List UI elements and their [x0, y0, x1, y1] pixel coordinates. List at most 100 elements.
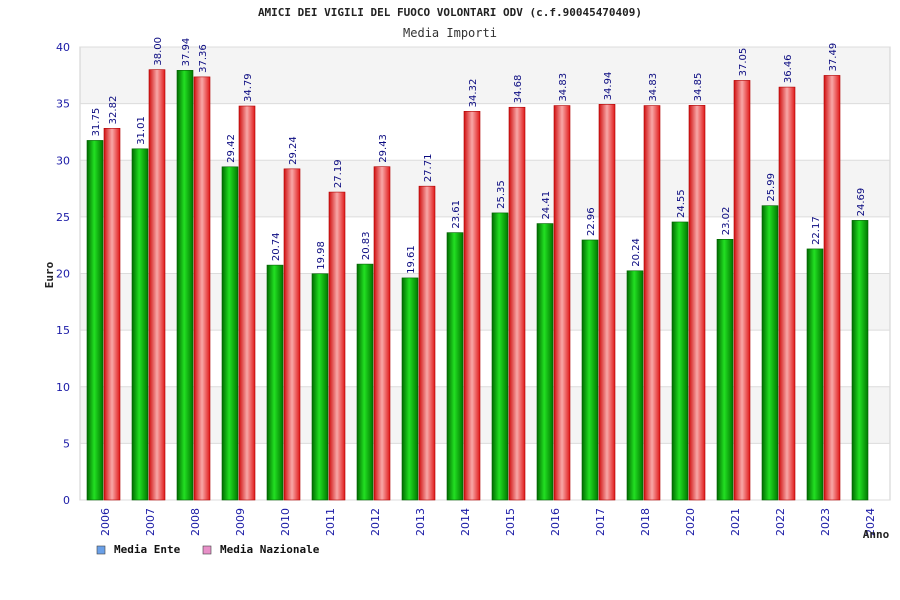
data-label-2012-1: 29.43	[378, 134, 389, 163]
bar-media-nazionale-2016	[553, 105, 571, 501]
data-label-2014-1: 34.32	[468, 79, 479, 108]
y-tick-label: 25	[56, 211, 70, 224]
bar-media-ente-2023	[806, 248, 824, 501]
data-label-2011-0: 19.98	[316, 241, 327, 270]
bar-media-nazionale-2008	[193, 76, 211, 501]
bar-media-nazionale-2011	[328, 191, 346, 501]
data-label-2007-0: 31.01	[136, 116, 147, 145]
x-tick-labels: 2006 2007 2008 2009 2010 2011 2012 2013 2014 2015…	[99, 508, 877, 536]
data-label-2008-0: 37.94	[181, 38, 192, 67]
bar-media-nazionale-2022	[778, 86, 796, 501]
data-label-2008-1: 37.36	[198, 44, 209, 73]
legend-swatch-media-nazionale	[202, 545, 212, 555]
data-label-2013-0: 19.61	[406, 245, 417, 274]
x-tick-label-2022: 2022	[774, 508, 787, 536]
plot-band	[80, 273, 890, 331]
bar-media-nazionale-2015	[508, 106, 526, 501]
y-tick-label: 0	[63, 494, 70, 507]
y-tick-label: 10	[56, 381, 70, 394]
bar-media-nazionale-2013	[418, 185, 436, 501]
data-label-2018-0: 20.24	[631, 238, 642, 267]
bar-media-nazionale-2023	[823, 75, 841, 501]
data-label-2006-0: 31.75	[91, 108, 102, 137]
bar-media-nazionale-2014	[463, 111, 481, 501]
data-label-2024-0: 24.69	[856, 188, 867, 217]
data-label-2017-0: 22.96	[586, 207, 597, 236]
y-tick-label: 15	[56, 324, 70, 337]
data-label-2022-0: 25.99	[766, 173, 777, 202]
x-tick-label-2014: 2014	[459, 508, 472, 536]
x-tick-label-2015: 2015	[504, 508, 517, 536]
x-tick-label-2008: 2008	[189, 508, 202, 536]
bar-media-nazionale-2012	[373, 166, 391, 501]
x-tick-label-2012: 2012	[369, 508, 382, 536]
x-tick-label-2024: 2024	[864, 508, 877, 536]
data-label-2015-1: 34.68	[513, 75, 524, 104]
x-tick-label-2023: 2023	[819, 508, 832, 536]
bar-media-nazionale-2009	[238, 105, 256, 501]
bar-media-ente-2016	[536, 223, 554, 501]
data-label-2018-1: 34.83	[648, 73, 659, 102]
bar-media-nazionale-2007	[148, 69, 166, 501]
x-tick-label-2007: 2007	[144, 508, 157, 536]
data-label-2017-1: 34.94	[603, 72, 614, 101]
plot-band	[80, 160, 890, 217]
x-tick-label-2010: 2010	[279, 508, 292, 536]
y-tick-labels: 0 5 10 15 20 25 30 35 40	[56, 41, 70, 507]
bar-media-ente-2013	[401, 277, 419, 501]
x-tick-label-2017: 2017	[594, 508, 607, 536]
data-label-2010-0: 20.74	[271, 232, 282, 261]
bar-media-nazionale-2017	[598, 104, 616, 501]
plot-band	[80, 386, 890, 444]
bar-media-nazionale-2020	[688, 105, 706, 501]
bar-media-ente-2022	[761, 205, 779, 501]
bar-media-ente-2009	[221, 166, 239, 501]
data-label-2022-1: 36.46	[783, 54, 794, 83]
x-tick-label-2011: 2011	[324, 508, 337, 536]
bar-media-ente-2006	[86, 140, 104, 501]
bar-media-ente-2018	[626, 270, 644, 501]
y-tick-label: 35	[56, 98, 70, 111]
data-label-2012-0: 20.83	[361, 231, 372, 260]
bar-media-nazionale-2010	[283, 168, 301, 501]
bars	[86, 69, 869, 501]
legend-label-media-nazionale: Media Nazionale	[220, 543, 320, 556]
bar-media-ente-2015	[491, 212, 509, 501]
plot-band	[80, 103, 890, 161]
data-labels: 31.75 32.82 31.01 38.00 37.94 37.36 29.42 34.79…	[91, 37, 867, 274]
legend-label-media-ente: Media Ente	[114, 543, 181, 556]
x-tick-label-2016: 2016	[549, 508, 562, 536]
x-tick-label-2009: 2009	[234, 508, 247, 536]
y-tick-label: 30	[56, 154, 70, 167]
x-tick-label-2020: 2020	[684, 508, 697, 536]
y-axis-title: Euro	[43, 261, 56, 288]
x-tick-label-2018: 2018	[639, 508, 652, 536]
legend: Media Ente Media Nazionale	[96, 543, 320, 556]
bar-media-ente-2007	[131, 148, 149, 501]
bar-media-ente-2010	[266, 264, 284, 501]
bar-media-ente-2020	[671, 221, 689, 501]
data-label-2009-0: 29.42	[226, 134, 237, 163]
chart-title: AMICI DEI VIGILI DEL FUOCO VOLONTARI ODV…	[258, 6, 642, 19]
chart-subtitle: Media Importi	[403, 26, 497, 40]
plot-band	[80, 216, 890, 274]
data-label-2021-1: 37.05	[738, 48, 749, 77]
bar-media-ente-2021	[716, 238, 734, 501]
data-label-2015-0: 25.35	[496, 180, 507, 209]
bar-media-nazionale-2006	[103, 128, 121, 501]
data-label-2023-1: 37.49	[828, 43, 839, 72]
legend-swatch-media-ente	[96, 545, 106, 555]
data-label-2021-0: 23.02	[721, 207, 732, 236]
bar-media-ente-2024	[851, 220, 869, 501]
plot-band	[80, 443, 890, 500]
data-label-2009-1: 34.79	[243, 73, 254, 102]
plot-background	[79, 46, 891, 501]
bar-media-ente-2008	[176, 70, 194, 501]
bar-media-nazionale-2018	[643, 105, 661, 501]
data-label-2006-1: 32.82	[108, 96, 119, 125]
plot-band	[80, 47, 890, 104]
y-tick-label: 20	[56, 268, 70, 281]
y-tick-label: 40	[56, 41, 70, 54]
bar-media-nazionale-2021	[733, 80, 751, 501]
